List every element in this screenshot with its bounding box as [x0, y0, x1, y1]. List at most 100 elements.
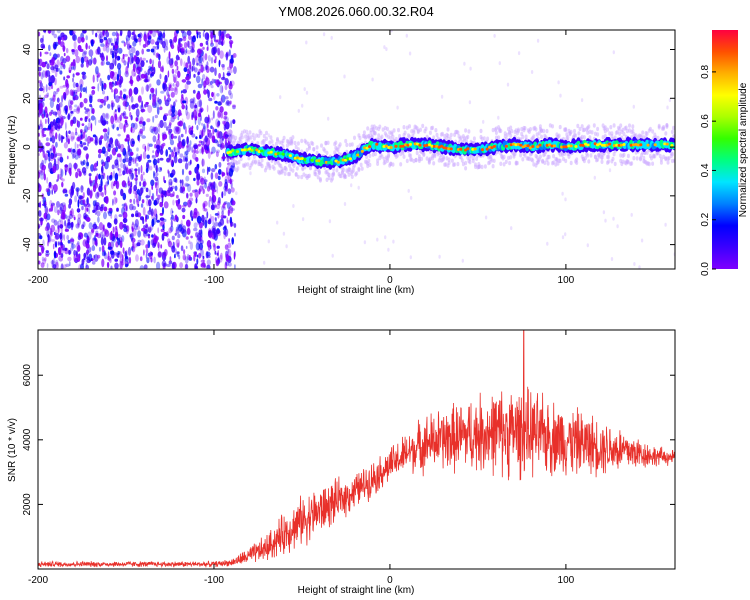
- noise-speckle: [77, 235, 82, 241]
- noise-speckle: [65, 134, 68, 143]
- noise-speckle: [223, 189, 227, 197]
- signal-band-core: [324, 160, 328, 164]
- noise-speckle: [155, 236, 159, 241]
- snr-x-label: Height of straight line (km): [298, 585, 415, 596]
- noise-speckle: [39, 82, 42, 87]
- signal-halo: [586, 153, 590, 158]
- noise-speckle: [215, 259, 220, 267]
- noise-speckle: [168, 87, 171, 92]
- noise-speckle: [146, 84, 149, 92]
- noise-speckle: [98, 173, 101, 180]
- noise-speckle: [206, 117, 211, 124]
- noise-speckle: [129, 151, 134, 156]
- noise-speckle: [81, 224, 85, 230]
- noise-speckle: [78, 150, 81, 155]
- signal-halo: [603, 125, 607, 130]
- noise-speckle: [390, 30, 393, 33]
- noise-speckle: [224, 134, 229, 138]
- signal-halo: [618, 131, 622, 136]
- signal-band-core: [286, 153, 290, 156]
- noise-speckle: [200, 249, 204, 257]
- noise-speckle: [189, 100, 195, 109]
- noise-speckle: [112, 198, 114, 206]
- noise-speckle: [506, 82, 510, 87]
- noise-speckle: [39, 201, 42, 209]
- noise-speckle: [103, 237, 107, 246]
- noise-speckle: [171, 210, 174, 214]
- noise-speckle: [201, 147, 204, 154]
- noise-speckle: [536, 38, 540, 43]
- noise-speckle: [85, 108, 90, 112]
- signal-halo: [607, 154, 611, 160]
- noise-speckle: [145, 253, 148, 259]
- signal-band-core: [296, 156, 300, 160]
- noise-speckle: [107, 222, 112, 229]
- signal-band-core: [365, 146, 369, 150]
- noise-speckle: [207, 166, 211, 172]
- signal-halo: [376, 158, 380, 163]
- noise-speckle: [150, 48, 155, 53]
- signal-halo: [325, 177, 329, 182]
- noise-speckle: [189, 159, 192, 165]
- noise-speckle: [121, 253, 124, 263]
- noise-speckle: [174, 233, 177, 236]
- noise-speckle: [73, 136, 75, 140]
- noise-speckle: [107, 74, 111, 81]
- signal-halo: [237, 160, 241, 165]
- noise-speckle: [224, 78, 229, 86]
- signal-halo: [265, 165, 268, 170]
- noise-speckle: [170, 44, 175, 50]
- noise-speckle: [193, 211, 198, 219]
- signal-halo: [288, 171, 292, 177]
- noise-speckle: [593, 175, 596, 180]
- noise-speckle: [201, 78, 204, 86]
- noise-speckle: [150, 239, 155, 246]
- signal-halo: [318, 178, 322, 183]
- signal-band-core: [488, 145, 492, 149]
- noise-speckle: [199, 185, 203, 192]
- noise-speckle: [190, 235, 193, 239]
- noise-speckle: [126, 43, 131, 50]
- noise-speckle: [50, 224, 56, 233]
- signal-halo: [478, 164, 482, 169]
- signal-halo: [609, 125, 613, 130]
- noise-speckle: [99, 104, 103, 109]
- noise-speckle: [233, 66, 237, 75]
- signal-halo: [362, 130, 366, 135]
- signal-halo: [335, 168, 339, 173]
- noise-speckle: [172, 199, 175, 206]
- noise-speckle: [38, 184, 42, 193]
- signal-band-core: [356, 153, 360, 157]
- noise-speckle: [214, 256, 218, 264]
- noise-speckle: [101, 52, 104, 58]
- noise-speckle: [58, 173, 62, 180]
- noise-speckle: [124, 53, 129, 57]
- noise-speckle: [147, 142, 150, 152]
- noise-speckle: [221, 76, 226, 81]
- noise-speckle: [115, 146, 118, 153]
- noise-speckle: [137, 95, 142, 103]
- noise-speckle: [109, 250, 115, 255]
- noise-speckle: [71, 110, 75, 115]
- noise-speckle: [169, 149, 174, 153]
- noise-speckle: [91, 260, 96, 265]
- noise-speckle: [147, 226, 152, 233]
- noise-speckle: [214, 213, 219, 216]
- signal-halo: [635, 156, 639, 161]
- noise-speckle: [73, 89, 78, 94]
- noise-speckle: [131, 226, 134, 230]
- noise-speckle: [126, 134, 130, 138]
- noise-speckle: [180, 219, 183, 226]
- noise-speckle: [133, 184, 138, 192]
- noise-speckle: [183, 67, 188, 73]
- noise-speckle: [76, 107, 80, 111]
- noise-speckle: [199, 109, 202, 117]
- noise-speckle: [196, 163, 200, 169]
- signal-halo: [582, 135, 586, 140]
- noise-speckle: [530, 70, 534, 74]
- noise-speckle: [612, 50, 615, 55]
- noise-speckle: [208, 97, 213, 102]
- noise-speckle: [115, 197, 118, 204]
- noise-speckle: [47, 125, 52, 130]
- noise-speckle: [45, 188, 50, 193]
